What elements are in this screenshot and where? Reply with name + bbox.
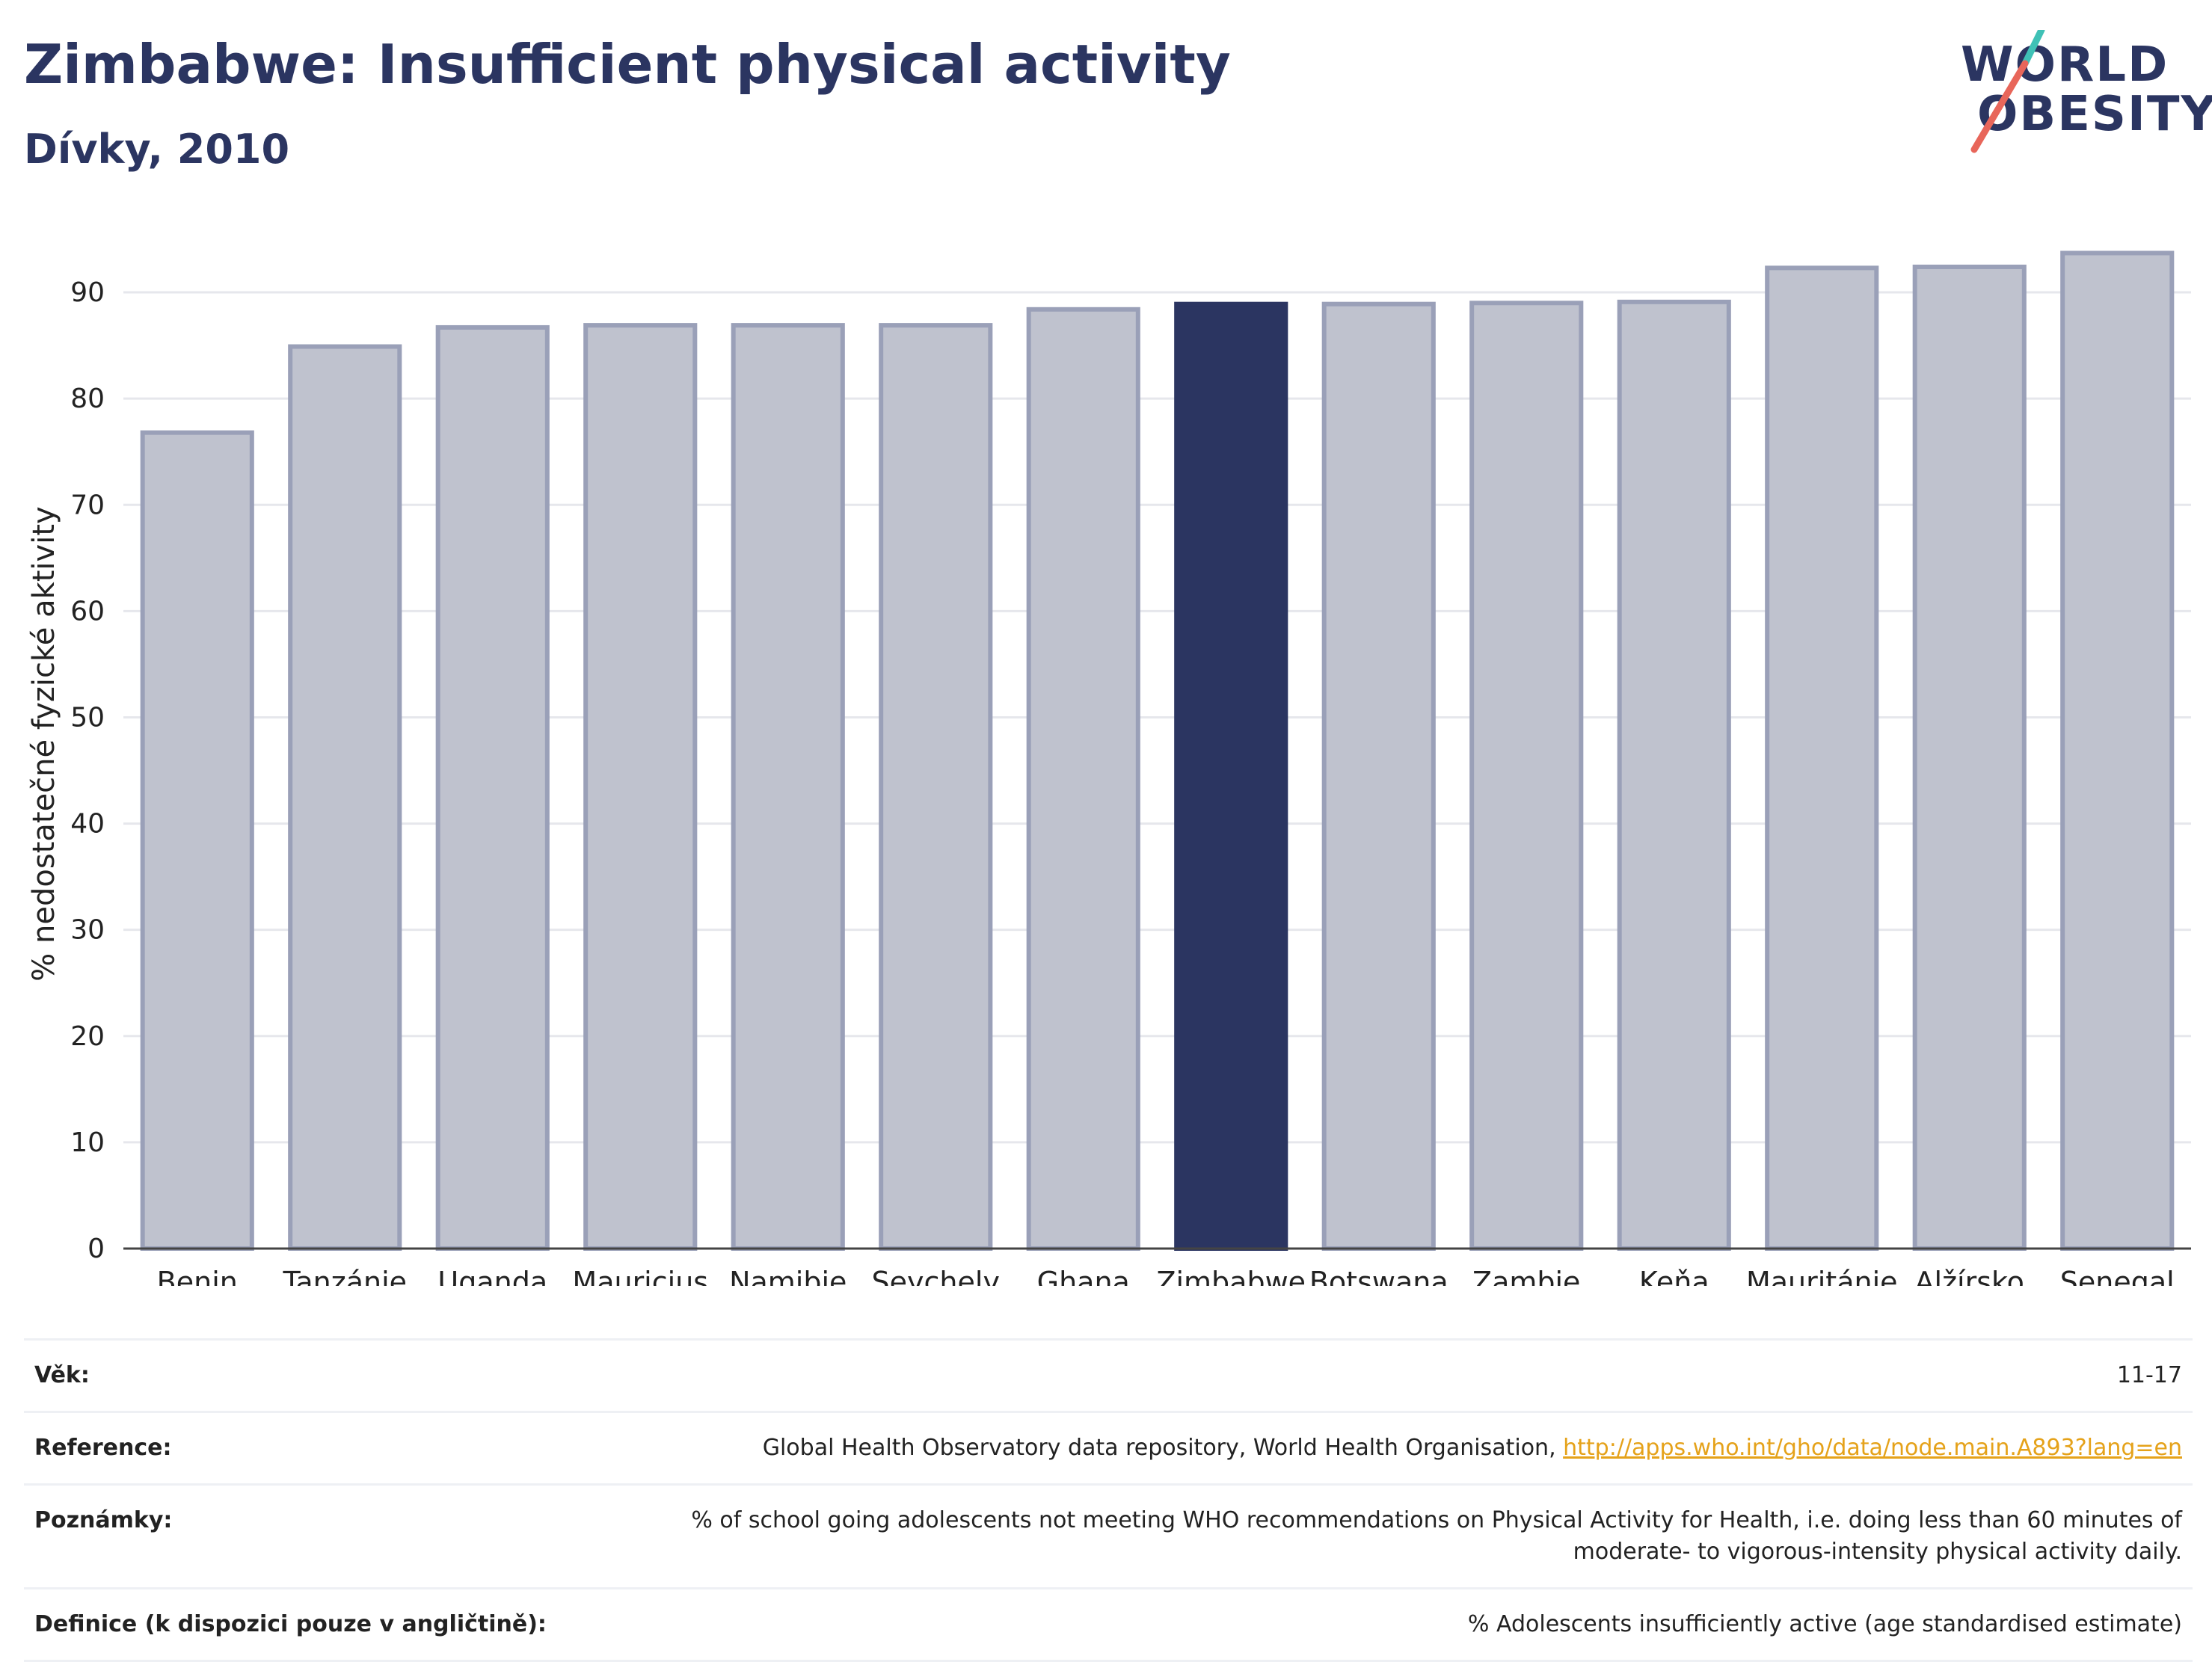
bar bbox=[1617, 299, 1731, 1251]
reference-text: Global Health Observatory data repositor… bbox=[762, 1435, 1564, 1461]
info-table: Věk: 11-17 Reference: Global Health Obse… bbox=[24, 1338, 2193, 1662]
bar bbox=[1321, 301, 1436, 1252]
definition-value: % Adolescents insufficiently active (age… bbox=[1467, 1611, 2182, 1637]
notes-line-1: % of school going adolescents not meetin… bbox=[691, 1507, 2182, 1533]
bar-chart: 0 10 20 30 40 50 60 70 80 90 % nedostatečné fyzick… bbox=[27, 250, 2191, 1286]
logo-text-world: WORLD bbox=[1961, 37, 2169, 93]
x-tick-label: Uganda bbox=[437, 1266, 547, 1286]
y-tick-label: 20 bbox=[70, 1021, 105, 1052]
chart-subtitle: Dívky, 2010 bbox=[24, 126, 290, 173]
y-tick-label: 40 bbox=[70, 809, 105, 840]
y-tick-label: 90 bbox=[70, 277, 105, 308]
y-tick-label: 80 bbox=[70, 384, 105, 414]
y-tick-label: 0 bbox=[87, 1234, 105, 1264]
reference-label: Reference: bbox=[34, 1435, 172, 1461]
x-tick-label: Seychely bbox=[872, 1266, 1000, 1286]
bar bbox=[435, 324, 550, 1251]
notes-line-2: moderate- to vigorous-intensity physical… bbox=[1573, 1539, 2182, 1565]
chart-title: Zimbabwe: Insufficient physical activity bbox=[24, 33, 1231, 96]
bar bbox=[1765, 265, 1879, 1252]
y-tick-label: 10 bbox=[70, 1127, 105, 1158]
logo-text-obesity: OBESITY bbox=[1977, 87, 2212, 142]
bar bbox=[2060, 250, 2175, 1252]
bar bbox=[1469, 301, 1584, 1251]
x-tick-label: Tanzánie bbox=[282, 1266, 407, 1286]
x-tick-label: Keňa bbox=[1639, 1266, 1709, 1286]
x-tick-label: Alžírsko bbox=[1915, 1266, 2024, 1286]
bar bbox=[583, 323, 698, 1252]
logo-slash-icon bbox=[1970, 30, 2045, 153]
x-tick-label: Botswana bbox=[1309, 1266, 1448, 1286]
bar bbox=[1174, 301, 1288, 1252]
reference-link[interactable]: http://apps.who.int/gho/data/node.main.A… bbox=[1563, 1435, 2182, 1461]
reference-value: Global Health Observatory data repositor… bbox=[763, 1432, 2182, 1464]
x-tick-label: Senegal bbox=[2060, 1266, 2175, 1286]
notes-value: % of school going adolescents not meetin… bbox=[691, 1505, 2182, 1568]
x-tick-label: Zambie bbox=[1472, 1266, 1580, 1286]
info-row-definition: Definice (k dispozici pouze v angličtině… bbox=[24, 1587, 2193, 1662]
definition-label: Definice (k dispozici pouze v angličtině… bbox=[34, 1611, 547, 1637]
bar bbox=[1026, 307, 1140, 1252]
y-tick-label: 30 bbox=[70, 915, 105, 946]
x-tick-label: Ghana bbox=[1037, 1266, 1130, 1286]
info-row-reference: Reference: Global Health Observatory dat… bbox=[24, 1411, 2193, 1483]
bar bbox=[1912, 264, 2027, 1251]
info-row-notes: Poznámky: % of school going adolescents … bbox=[24, 1483, 2193, 1587]
notes-label: Poznámky: bbox=[34, 1507, 173, 1533]
bar bbox=[288, 344, 402, 1251]
age-value: 11-17 bbox=[2116, 1362, 2182, 1388]
age-label: Věk: bbox=[34, 1362, 90, 1388]
y-axis-label: % nedostatečné fyzické aktivity bbox=[27, 506, 61, 981]
y-tick-label: 60 bbox=[70, 596, 105, 627]
info-row-age: Věk: 11-17 bbox=[24, 1338, 2193, 1411]
x-tick-label: Mauricius bbox=[572, 1266, 708, 1286]
x-tick-label: Namibie bbox=[729, 1266, 847, 1286]
bar bbox=[731, 323, 845, 1252]
x-tick-label: Mauritánie bbox=[1746, 1266, 1898, 1286]
bar bbox=[879, 323, 993, 1252]
bar bbox=[140, 430, 254, 1251]
world-obesity-logo: WORLD OBESITY bbox=[1944, 30, 2212, 164]
y-tick-label: 70 bbox=[70, 490, 105, 520]
y-tick-label: 50 bbox=[70, 702, 105, 733]
x-tick-label: Benin bbox=[157, 1266, 238, 1286]
x-tick-label: Zimbabwe bbox=[1156, 1266, 1306, 1286]
